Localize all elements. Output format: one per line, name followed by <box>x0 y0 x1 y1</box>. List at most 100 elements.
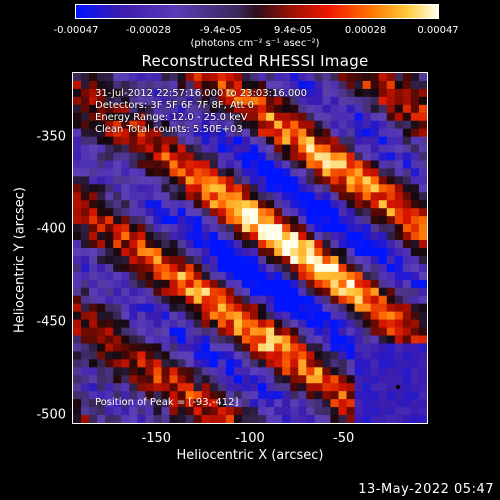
heatmap-cell <box>185 73 195 82</box>
heatmap-cell <box>394 88 404 98</box>
heatmap-cell <box>233 88 243 98</box>
heatmap-cell <box>394 208 404 217</box>
heatmap-cell <box>306 208 315 217</box>
heatmap-cell <box>362 152 372 161</box>
heatmap-cell <box>306 279 315 289</box>
heatmap-cell <box>386 255 396 265</box>
heatmap-cell <box>330 367 339 376</box>
heatmap-cell <box>145 144 154 153</box>
heatmap-cell <box>338 120 347 130</box>
heatmap-cell <box>121 160 130 169</box>
heatmap-cell <box>362 351 372 360</box>
heatmap-cell <box>193 96 203 106</box>
heatmap-cell <box>370 287 380 297</box>
heatmap-cell <box>73 168 82 177</box>
heatmap-cell <box>314 255 323 265</box>
heatmap-cell <box>81 184 90 193</box>
heatmap-cell <box>241 160 251 169</box>
heatmap-cell <box>402 311 412 320</box>
heatmap-cell <box>362 295 372 305</box>
heatmap-cell <box>209 415 219 423</box>
heatmap-cell <box>370 128 380 138</box>
heatmap-cell <box>193 407 203 416</box>
heatmap-cell <box>402 184 412 193</box>
heatmap-cell <box>217 367 227 376</box>
heatmap-cell <box>410 216 420 225</box>
heatmap-cell <box>129 120 138 130</box>
heatmap-cell <box>161 80 170 90</box>
heatmap-cell <box>402 399 412 408</box>
heatmap-cell <box>402 343 412 352</box>
heatmap-cell <box>298 200 307 209</box>
heatmap-cell <box>241 303 251 313</box>
heatmap-cell <box>298 319 307 328</box>
heatmap-cell <box>338 168 347 177</box>
heatmap-cell <box>290 327 299 336</box>
heatmap-cell <box>177 255 187 265</box>
colorbar <box>75 4 439 19</box>
heatmap-cell <box>177 168 187 177</box>
heatmap-cell <box>274 80 283 90</box>
heatmap-cell <box>169 200 178 209</box>
heatmap-cell <box>346 192 355 201</box>
heatmap-cell <box>137 295 146 305</box>
heatmap-cell <box>338 319 347 328</box>
heatmap-cell <box>97 319 106 328</box>
heatmap-cell <box>354 152 364 161</box>
heatmap-cell <box>153 383 162 392</box>
heatmap-cell <box>266 407 275 416</box>
heatmap-cell <box>169 279 178 289</box>
heatmap-cell <box>81 415 90 423</box>
heatmap-cell <box>306 112 315 122</box>
heatmap-cell <box>89 287 98 297</box>
heatmap-cell <box>241 96 251 106</box>
heatmap-cell <box>298 359 307 368</box>
heatmap-cell <box>378 112 388 122</box>
heatmap-cell <box>290 351 299 360</box>
heatmap-cell <box>145 184 154 193</box>
heatmap-cell <box>129 415 138 423</box>
heatmap-cell <box>97 232 106 241</box>
heatmap-cell <box>169 359 178 368</box>
heatmap-cell <box>201 208 211 217</box>
heatmap-cell <box>201 73 211 82</box>
heatmap-cell <box>209 144 219 153</box>
heatmap-cell <box>121 391 130 400</box>
heatmap-cell <box>370 248 380 257</box>
heatmap-cell <box>410 351 420 360</box>
heatmap-cell <box>73 208 82 217</box>
heatmap-cell <box>129 192 138 201</box>
heatmap-cell <box>258 128 267 138</box>
heatmap-cell <box>209 152 219 161</box>
heatmap-cell <box>193 240 203 249</box>
heatmap-cell <box>73 144 82 153</box>
heatmap-cell <box>330 104 339 114</box>
heatmap-cell <box>362 367 372 376</box>
heatmap-cell <box>394 415 404 423</box>
heatmap-cell <box>185 335 195 344</box>
heatmap-cell <box>394 104 404 114</box>
heatmap-cell <box>177 224 187 233</box>
heatmap-cell <box>338 343 347 352</box>
heatmap-cell <box>274 279 283 289</box>
heatmap-cell <box>73 240 82 249</box>
heatmap-cell <box>386 248 396 257</box>
heatmap-cell <box>354 359 364 368</box>
heatmap-cell <box>394 391 404 400</box>
heatmap-cell <box>177 80 187 90</box>
x-tick-label: -150 <box>141 431 172 446</box>
heatmap-cell <box>274 120 283 130</box>
heatmap-cell <box>233 128 243 138</box>
heatmap-cell <box>217 248 227 257</box>
heatmap-cell <box>217 391 227 400</box>
heatmap-cell <box>290 287 299 297</box>
heatmap-cell <box>169 407 178 416</box>
heatmap-cell <box>394 375 404 384</box>
heatmap-cell <box>161 383 170 392</box>
heatmap-cell <box>338 232 347 241</box>
heatmap-cell <box>225 311 235 320</box>
heatmap-cell <box>330 168 339 177</box>
colorbar-tick-label: 0.00047 <box>417 25 459 36</box>
heatmap-cell <box>209 240 219 249</box>
heatmap-cell <box>314 96 323 106</box>
